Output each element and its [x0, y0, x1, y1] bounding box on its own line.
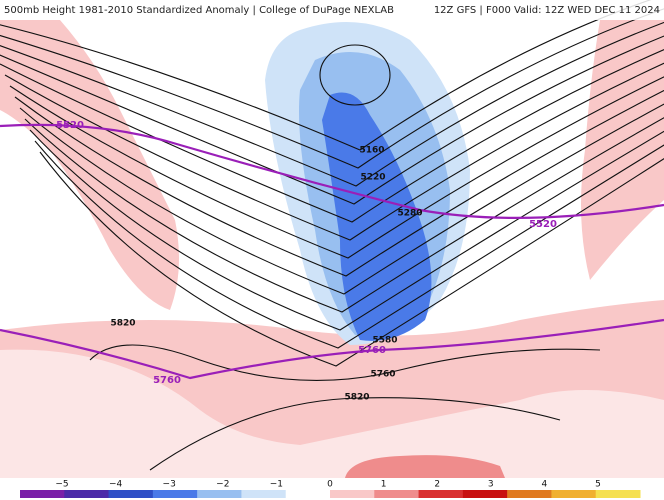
colorbar-tick-label: 1	[381, 480, 387, 490]
colorbar-swatch	[152, 490, 198, 498]
colorbar-tick-label: 4	[542, 480, 548, 490]
height-contour	[149, 397, 561, 471]
colorbar-tick-label: −3	[163, 480, 176, 490]
colorbar-tick-label: −5	[55, 480, 68, 490]
colorbar-tick-label: −2	[216, 480, 229, 490]
colorbar-tick-label: 3	[488, 480, 494, 490]
contour-label: 5520	[529, 219, 557, 230]
height-contour	[0, 49, 664, 223]
colorbar-swatch	[595, 490, 641, 498]
colorbar-swatch	[20, 490, 65, 498]
colorbar-tick-label: 2	[434, 480, 440, 490]
colorbar-swatch	[285, 490, 331, 498]
positive-anomaly-strong	[345, 455, 505, 478]
colorbar-swatch	[374, 490, 420, 498]
climo-contour	[0, 318, 664, 380]
contour-label: 5160	[359, 146, 384, 156]
height-contours	[0, 0, 664, 471]
climo-contour	[0, 123, 664, 220]
contour-label: 5820	[344, 393, 369, 403]
contour-label: 5760	[370, 370, 395, 380]
colorbar: −5 −4 −3 −2 −1 0 1 2 3 4 5	[20, 480, 641, 498]
contour-label: 5520	[56, 120, 84, 131]
colorbar-swatch	[108, 490, 154, 498]
contour-label: 5220	[360, 173, 385, 183]
contour-label: 5580	[372, 336, 397, 346]
positive-anomaly	[581, 20, 664, 280]
height-contour	[14, 89, 664, 277]
colorbar-swatch	[507, 490, 552, 498]
height-contour	[39, 151, 664, 367]
colorbar-tick-label: 5	[595, 480, 601, 490]
height-contour	[24, 117, 664, 313]
colorbar-swatch	[197, 490, 242, 498]
height-contour	[29, 129, 664, 331]
contour-label: 5760	[153, 375, 181, 386]
height-contour	[0, 21, 664, 187]
height-contour	[0, 8, 664, 169]
negative-anomaly-strong	[322, 92, 432, 341]
contour-label: 5820	[110, 319, 135, 329]
contour-label: 5280	[397, 209, 422, 219]
colorbar-swatch	[330, 490, 375, 498]
positive-anomaly	[0, 20, 179, 310]
height-contour	[34, 140, 664, 349]
colorbar-tick-label: −4	[109, 480, 123, 490]
colorbar-tick-label: 0	[327, 480, 333, 490]
height-contour	[9, 76, 664, 259]
neutral-area	[0, 349, 664, 478]
height-contour	[89, 344, 601, 381]
colorbar-swatch	[241, 490, 287, 498]
height-contour	[0, 0, 652, 151]
header-title: 500mb Height 1981-2010 Standardized Anom…	[4, 5, 394, 16]
height-contour	[319, 44, 391, 106]
colorbar-swatch	[64, 490, 110, 498]
contour-label: 5760	[358, 345, 386, 356]
height-contour	[19, 103, 664, 295]
colorbar-swatch	[462, 490, 508, 498]
height-contour	[0, 35, 664, 205]
header-bar	[0, 0, 664, 20]
colorbar-tick-label: −1	[270, 480, 283, 490]
colorbar-swatch	[418, 490, 464, 498]
header-run: 12Z GFS | F000 Valid: 12Z WED DEC 11 202…	[434, 5, 660, 16]
colorbar-swatch	[551, 490, 597, 498]
